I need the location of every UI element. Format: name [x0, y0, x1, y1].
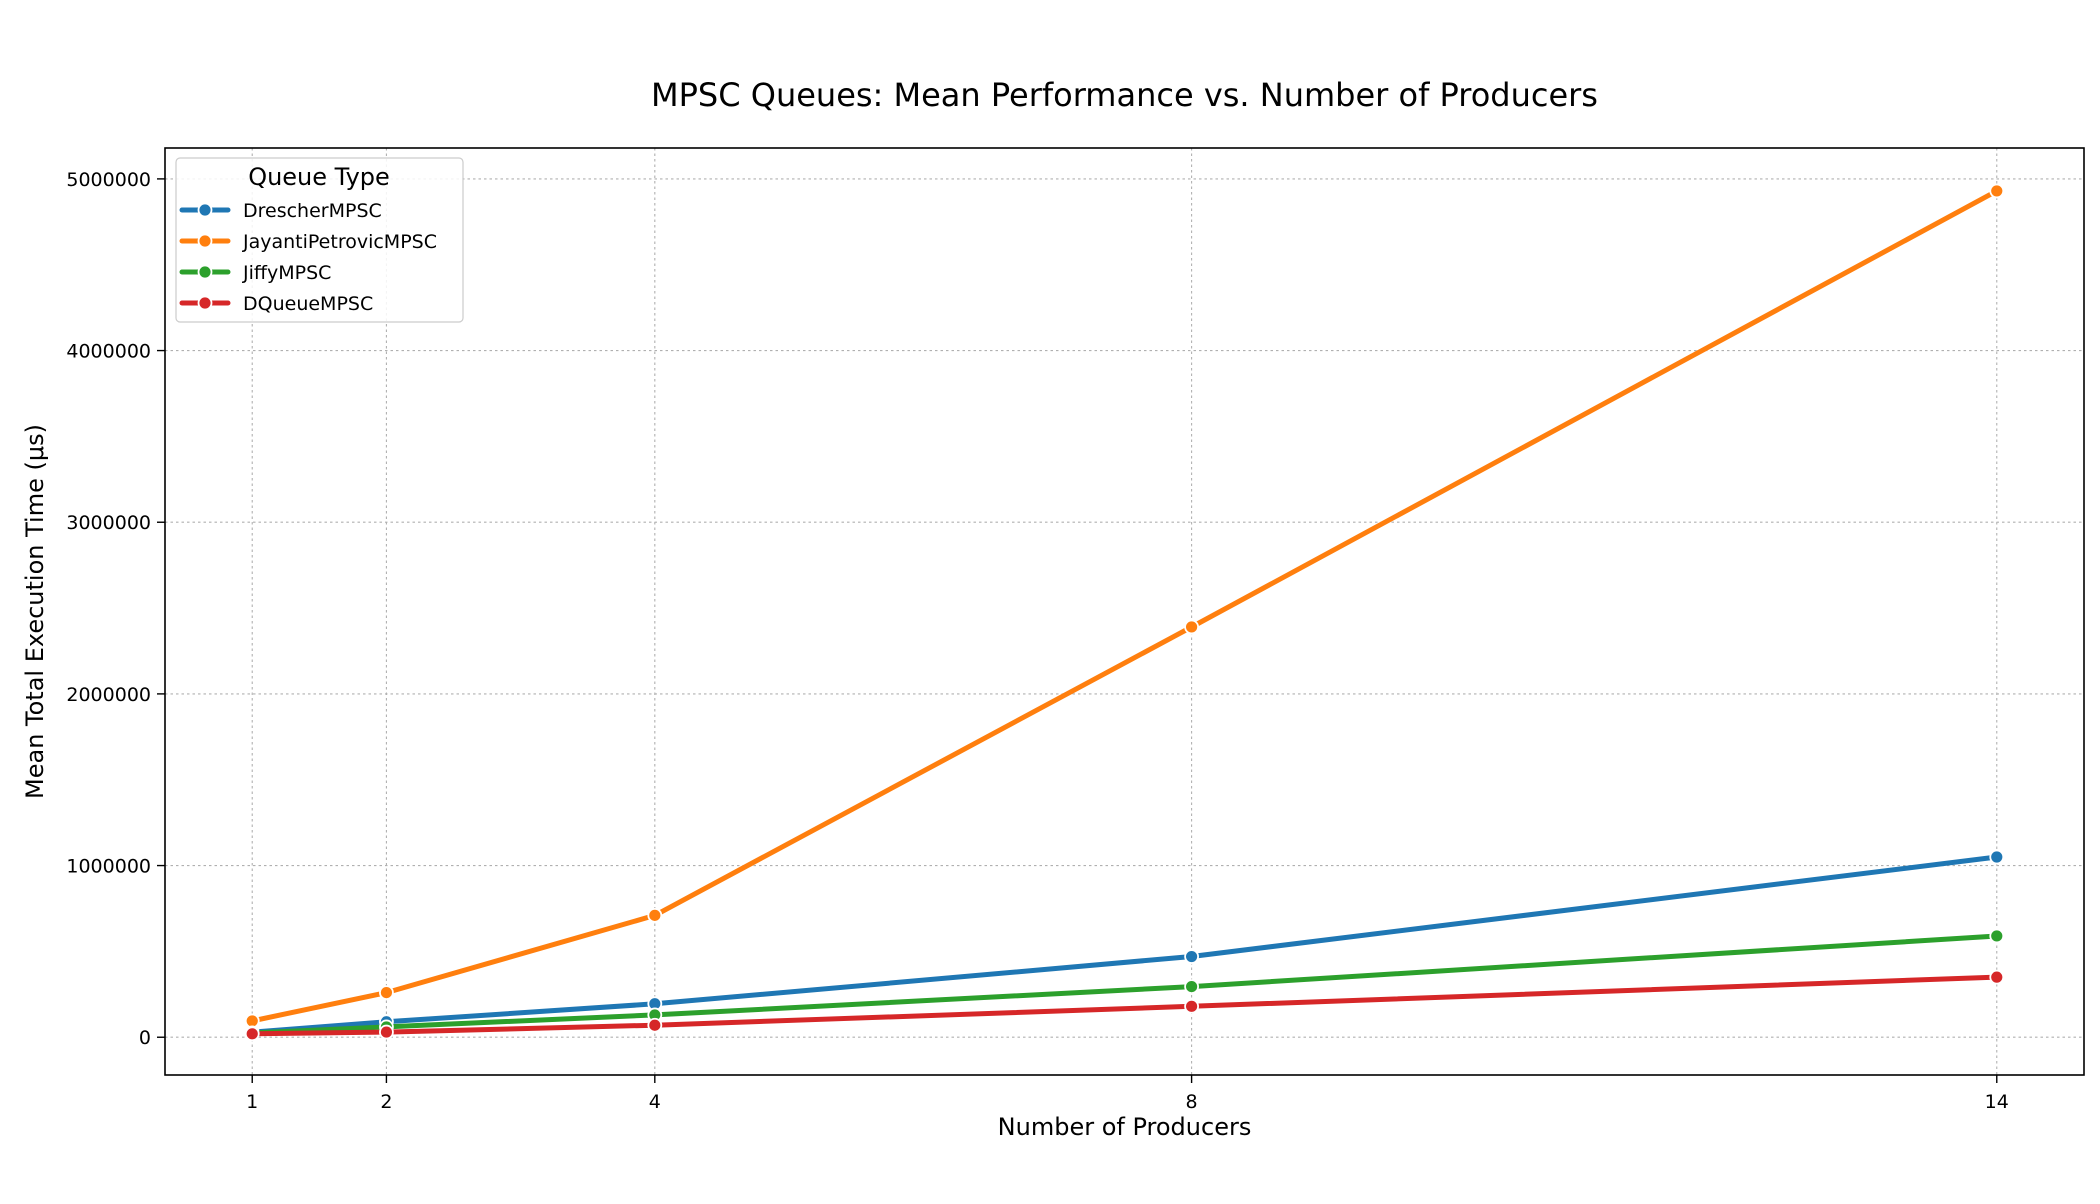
series-layer: [244, 183, 2005, 1042]
x-tick-label: 8: [1186, 1091, 1198, 1113]
y-axis-label: Mean Total Execution Time (μs): [21, 424, 49, 799]
legend-marker: [197, 233, 213, 249]
legend-item: DQueueMPSC: [179, 293, 373, 315]
legend-label: JayantiPetrovicMPSC: [242, 231, 437, 253]
data-point: [1989, 183, 2005, 199]
data-point: [647, 1017, 663, 1033]
legend-label: DrescherMPSC: [243, 200, 382, 222]
chart-title: MPSC Queues: Mean Performance vs. Number…: [651, 76, 1598, 114]
legend-label: JiffyMPSC: [242, 262, 331, 284]
legend-box: [175, 157, 464, 323]
data-point: [1184, 998, 1199, 1014]
legend-title: Queue Type: [248, 163, 390, 191]
y-axis-ticks: 0 1000000 2000000 3000000 4000000 5000000: [66, 169, 165, 1049]
x-tick-label: 4: [649, 1091, 661, 1113]
x-axis-ticks: 1 2 4 8 14: [246, 1075, 2009, 1113]
plot-frame: [164, 147, 2085, 1076]
data-point: [1989, 969, 2005, 985]
y-tick-label: 2000000: [66, 684, 151, 706]
y-tick-label: 4000000: [66, 341, 151, 363]
x-tick-label: 2: [380, 1091, 392, 1113]
data-point: [1184, 949, 1199, 964]
legend-label: DQueueMPSC: [243, 293, 373, 315]
data-point: [1184, 619, 1199, 635]
series-line: [249, 188, 2000, 1024]
legend-item: JayantiPetrovicMPSC: [179, 231, 437, 253]
data-point: [379, 985, 394, 1000]
data-point: [1989, 849, 2005, 865]
grid: [165, 148, 2084, 1075]
legend-items: DrescherMPSC JayantiPetrovicMPSC JiffyMPSC…: [179, 200, 437, 315]
series-line: [249, 854, 2000, 1035]
legend-item: JiffyMPSC: [179, 262, 331, 284]
series-line: [249, 974, 2000, 1037]
x-axis-label: Number of Producers: [998, 1113, 1252, 1141]
data-point: [1184, 979, 1199, 994]
x-tick-label: 1: [246, 1091, 258, 1113]
y-tick-label: 3000000: [66, 512, 151, 534]
data-point: [647, 907, 663, 923]
y-tick-label: 5000000: [66, 169, 151, 191]
data-point: [379, 1024, 394, 1040]
data-point: [244, 1026, 260, 1042]
y-tick-label: 0: [139, 1027, 151, 1049]
data-point: [1989, 928, 2005, 944]
legend-marker: [197, 202, 213, 218]
series-JayantiPetrovicMPSC: [244, 183, 2005, 1029]
y-tick-label: 1000000: [66, 856, 151, 878]
legend-marker: [197, 295, 213, 311]
legend-item: DrescherMPSC: [179, 200, 382, 222]
legend: Queue Type DrescherMPSC JayantiPetrovicMP…: [175, 157, 464, 323]
series-DQueueMPSC: [244, 969, 2005, 1042]
legend-marker: [197, 264, 213, 280]
data-point: [244, 1013, 260, 1029]
x-tick-label: 14: [1985, 1091, 2009, 1113]
